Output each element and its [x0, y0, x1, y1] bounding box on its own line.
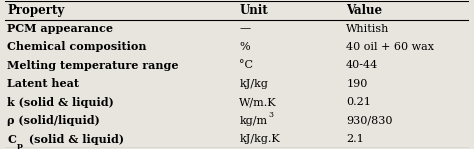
Text: kg/m: kg/m — [239, 116, 267, 126]
Text: Whitish: Whitish — [346, 24, 390, 34]
Text: Value: Value — [346, 4, 383, 17]
Text: 2.1: 2.1 — [346, 135, 364, 145]
Text: k (solid & liquid): k (solid & liquid) — [7, 97, 114, 108]
Text: 930/830: 930/830 — [346, 116, 392, 126]
Text: p: p — [16, 142, 22, 149]
Text: kJ/kg: kJ/kg — [239, 79, 268, 89]
Text: 190: 190 — [346, 79, 367, 89]
Text: W/m.K: W/m.K — [239, 97, 277, 107]
Text: Latent heat: Latent heat — [7, 79, 79, 90]
Text: °C: °C — [239, 60, 253, 70]
Text: Chemical composition: Chemical composition — [7, 42, 146, 52]
Text: 40-44: 40-44 — [346, 60, 378, 70]
Text: (solid & liquid): (solid & liquid) — [25, 134, 124, 145]
Text: 0.21: 0.21 — [346, 97, 371, 107]
Text: C: C — [7, 134, 16, 145]
Text: 3: 3 — [268, 111, 273, 119]
Text: Unit: Unit — [239, 4, 268, 17]
Text: Property: Property — [7, 4, 64, 17]
Text: ρ (solid/liquid): ρ (solid/liquid) — [7, 115, 100, 127]
Text: 40 oil + 60 wax: 40 oil + 60 wax — [346, 42, 434, 52]
Text: PCM appearance: PCM appearance — [7, 23, 113, 34]
Text: —: — — [239, 24, 250, 34]
Text: %: % — [239, 42, 250, 52]
Text: kJ/kg.K: kJ/kg.K — [239, 135, 280, 145]
Text: Melting temperature range: Melting temperature range — [7, 60, 179, 71]
